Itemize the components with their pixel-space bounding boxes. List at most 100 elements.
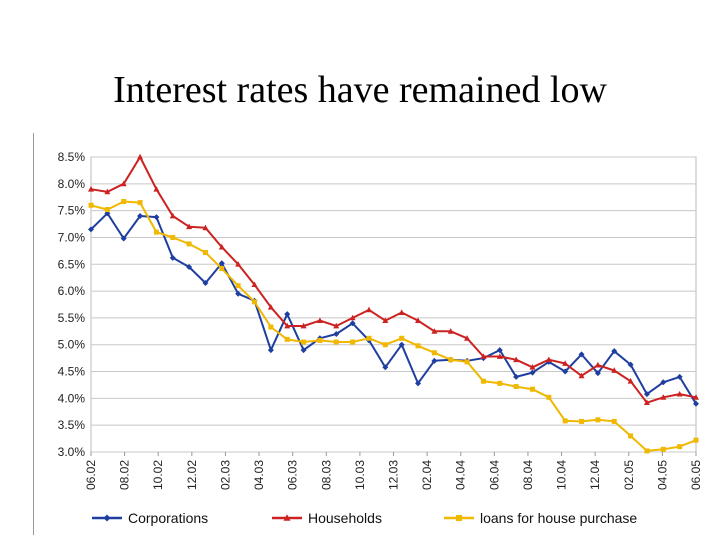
series-line-corporations [90, 212, 697, 405]
data-point [137, 200, 143, 206]
data-point [628, 433, 634, 439]
data-point [333, 322, 340, 329]
data-point [578, 372, 585, 379]
data-point [562, 368, 569, 375]
data-point [170, 234, 176, 240]
data-point [300, 347, 307, 354]
data-point [104, 210, 111, 217]
data-point [611, 367, 618, 373]
data-point [415, 380, 422, 387]
data-point [218, 260, 225, 267]
data-point [545, 356, 552, 363]
x-tick-label: 02.04 [420, 460, 434, 490]
data-point [448, 357, 454, 363]
data-point [333, 331, 340, 337]
data-point [153, 214, 160, 221]
legend-marker [283, 514, 291, 521]
data-point [121, 199, 127, 205]
data-point [627, 361, 634, 368]
y-tick-label: 3.0% [58, 445, 86, 459]
x-tick-label: 04.05 [655, 460, 669, 490]
data-point [235, 290, 242, 297]
data-point [350, 339, 356, 345]
y-tick-label: 4.5% [58, 365, 86, 379]
y-tick-label: 5.5% [58, 311, 86, 325]
data-point [579, 418, 585, 424]
data-point [366, 335, 372, 341]
data-point [300, 322, 307, 329]
data-point [267, 347, 274, 354]
data-point [660, 379, 667, 386]
data-point [677, 444, 683, 450]
data-point [398, 309, 405, 315]
x-tick-label: 08.04 [521, 460, 535, 490]
legend-marker [103, 514, 111, 522]
data-point [251, 281, 258, 288]
data-point [382, 342, 388, 348]
data-point [186, 223, 193, 230]
y-tick-label: 7.0% [58, 230, 86, 244]
data-point [88, 202, 94, 208]
data-point [284, 322, 291, 329]
data-point [546, 394, 552, 400]
data-point [349, 320, 356, 327]
legend-label: loans for house purchase [480, 510, 637, 526]
data-point [594, 370, 601, 377]
data-point [186, 263, 193, 270]
data-point [268, 324, 274, 330]
y-tick-label: 4.0% [58, 391, 86, 405]
line-chart: 8.5% 8.0% 7.5% 7.0% 6.5% 6.0% 5.5% 5.0% 4.5% 4.0%… [58, 150, 703, 526]
data-point [252, 299, 258, 305]
data-point [301, 339, 307, 345]
data-point [676, 390, 683, 397]
data-point [643, 391, 650, 398]
x-tick-label: 08.03 [319, 460, 333, 490]
y-tick-label: 6.5% [58, 257, 86, 271]
data-point [611, 418, 617, 424]
y-axis: 8.5% 8.0% 7.5% 7.0% 6.5% 6.0% 5.5% 5.0% 4.5% 4.0%… [58, 150, 86, 459]
data-point [480, 378, 486, 384]
y-tick-label: 6.0% [58, 284, 86, 298]
legend-item: Corporations [92, 510, 208, 526]
data-point [595, 417, 601, 423]
data-point [267, 303, 274, 310]
legend-label: Households [308, 510, 382, 526]
data-point [497, 380, 503, 386]
data-point [202, 224, 209, 231]
data-point [382, 317, 389, 323]
data-point [333, 339, 339, 345]
x-tick-label: 10.03 [353, 460, 367, 490]
y-tick-label: 3.5% [58, 418, 86, 432]
x-tick-label: 06.03 [286, 460, 300, 490]
legend: Corporations Households loans for house pu… [92, 510, 637, 526]
x-tick-label: 12.03 [387, 460, 401, 490]
data-point [120, 235, 127, 242]
x-tick-label: 10.04 [555, 460, 569, 490]
data-point [464, 335, 471, 341]
data-point [365, 306, 372, 313]
data-point [562, 360, 569, 366]
data-point [284, 311, 291, 318]
data-point [202, 280, 209, 287]
data-point [169, 212, 176, 219]
series-line-households [90, 156, 697, 404]
x-tick-label: 02.03 [218, 460, 232, 490]
data-point [104, 207, 110, 213]
y-tick-label: 8.0% [58, 177, 86, 191]
x-tick-label: 08.02 [118, 460, 132, 490]
data-point [513, 373, 520, 380]
data-point [120, 180, 127, 187]
data-point [627, 378, 634, 384]
data-point [496, 347, 503, 354]
data-point [447, 328, 454, 334]
data-point [431, 350, 437, 356]
data-point [529, 386, 535, 392]
data-point [415, 343, 421, 349]
data-point [153, 229, 159, 235]
series-line-loans-for-house-purchase [90, 200, 697, 452]
data-point [219, 266, 225, 272]
legend-item: Households [272, 510, 382, 526]
data-point [415, 317, 422, 323]
data-point [496, 353, 503, 359]
data-point [693, 394, 699, 400]
